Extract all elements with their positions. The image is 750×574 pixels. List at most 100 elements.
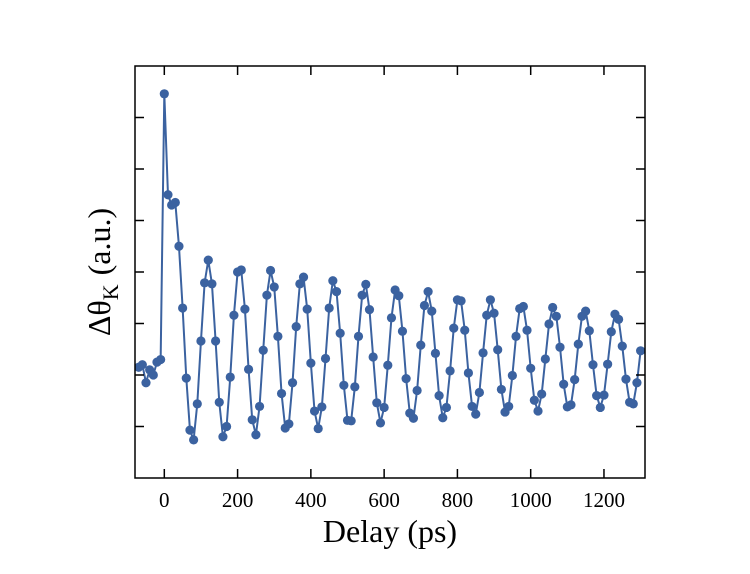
data-point (559, 379, 569, 389)
data-point (265, 265, 276, 276)
data-point (441, 402, 452, 413)
data-point (471, 409, 481, 419)
data-point (324, 303, 334, 313)
x-tick-label: 600 (368, 488, 400, 512)
data-point (353, 331, 364, 341)
x-tick-label: 0 (159, 488, 170, 512)
data-point (434, 391, 444, 401)
data-point (364, 304, 375, 315)
data-point (526, 363, 536, 373)
data-point (298, 272, 309, 282)
data-point (273, 331, 283, 341)
data-point (489, 308, 499, 318)
data-point (584, 326, 594, 336)
data-point (438, 413, 448, 423)
x-axis-label: Delay (ps) (323, 513, 457, 549)
data-point (507, 370, 517, 381)
data-point (192, 399, 202, 409)
data-point (254, 401, 265, 412)
data-point (350, 382, 360, 392)
data-point (599, 390, 609, 400)
data-point (181, 373, 191, 383)
y-label-symbol: Δθ (81, 300, 117, 336)
data-point (251, 430, 261, 440)
data-point (320, 353, 331, 364)
data-point (229, 310, 239, 320)
data-point (408, 413, 419, 423)
data-point (628, 399, 638, 409)
data-point (196, 336, 206, 346)
data-point (291, 321, 301, 332)
data-point (482, 310, 492, 320)
data-point (302, 304, 312, 314)
data-point (518, 301, 528, 312)
data-point (511, 331, 521, 341)
data-point (544, 319, 554, 329)
data-point (456, 296, 466, 306)
data-point (555, 342, 565, 352)
data-point (427, 306, 437, 316)
data-point (606, 327, 616, 337)
y-axis-label: ΔθK (a.u.) (81, 208, 123, 336)
data-point (504, 401, 514, 412)
plot-area (135, 89, 645, 445)
data-point (570, 375, 580, 385)
data-point (423, 286, 433, 297)
data-point (313, 423, 323, 434)
data-point (372, 398, 382, 408)
data-point (449, 323, 459, 333)
data-point (379, 402, 389, 413)
data-point (214, 397, 224, 407)
data-point (317, 402, 327, 412)
data-point (573, 339, 583, 349)
data-point (276, 388, 287, 399)
data-point (361, 279, 371, 289)
data-point (621, 374, 631, 384)
data-point (141, 378, 151, 388)
data-point (529, 395, 539, 405)
data-point (522, 325, 532, 335)
data-point (375, 418, 386, 428)
data-point (548, 302, 558, 313)
data-point (243, 364, 254, 374)
data-point (163, 190, 173, 200)
data-point (284, 419, 294, 429)
data-point (218, 432, 228, 442)
data-point (603, 359, 613, 369)
data-point (617, 341, 627, 351)
data-point (416, 340, 426, 350)
data-point (496, 384, 506, 395)
data-point (592, 391, 602, 401)
data-point (221, 421, 232, 432)
data-point (339, 380, 349, 390)
data-point (328, 276, 338, 286)
data-point (581, 306, 591, 316)
data-point (493, 345, 503, 355)
data-point (236, 265, 246, 275)
data-point (614, 314, 624, 324)
data-point (335, 328, 345, 338)
x-tick-label: 200 (222, 488, 254, 512)
data-point (189, 435, 199, 445)
data-point (632, 378, 642, 388)
data-point (331, 286, 342, 297)
data-point (200, 278, 210, 288)
data-point (262, 290, 272, 300)
data-point (258, 345, 268, 355)
data-point (588, 360, 598, 370)
data-point (412, 385, 422, 396)
data-point (463, 368, 474, 378)
data-point (287, 378, 298, 388)
data-point (419, 300, 430, 311)
data-point (368, 352, 378, 362)
data-point (207, 279, 217, 289)
x-tick-label: 800 (442, 488, 474, 512)
data-point (306, 358, 316, 368)
data-point (185, 425, 195, 435)
data-point (460, 325, 470, 335)
data-point (430, 348, 441, 358)
data-point (386, 313, 397, 323)
data-point (148, 370, 158, 380)
